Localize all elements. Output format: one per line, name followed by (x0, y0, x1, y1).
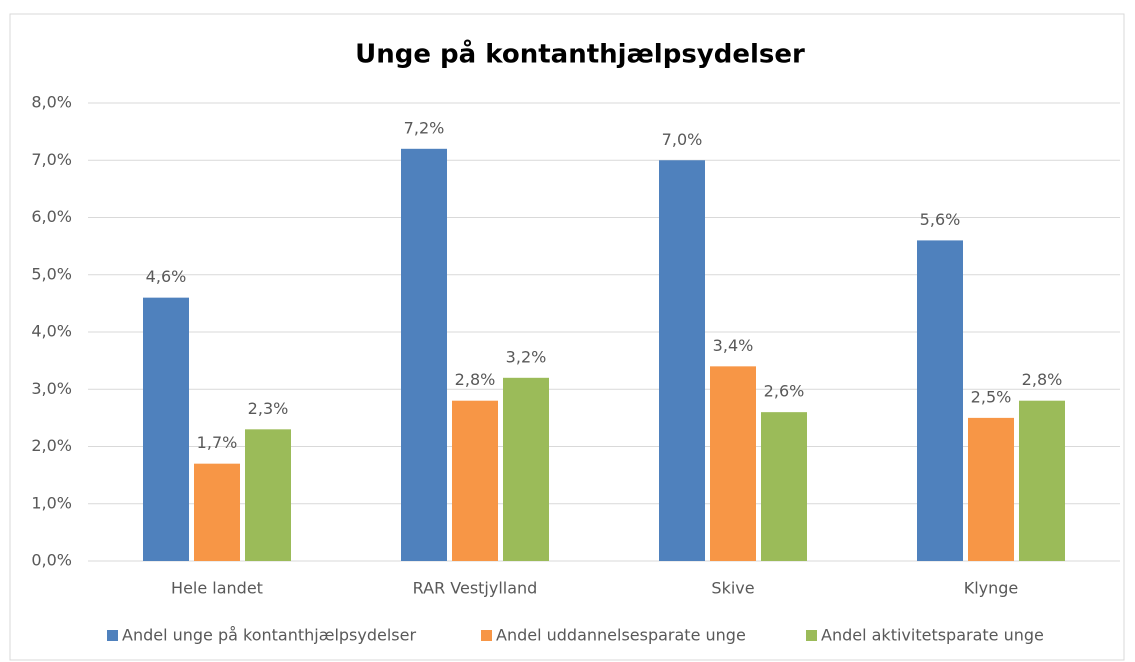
value-label: 2,5% (971, 387, 1012, 406)
chart-title: Unge på kontanthjælpsydelser (355, 38, 805, 70)
y-tick-label: 7,0% (31, 150, 72, 169)
value-label: 2,6% (764, 382, 805, 401)
value-label: 2,8% (455, 370, 496, 389)
bar (245, 429, 291, 561)
x-tick-label: Skive (711, 579, 754, 598)
bar (143, 297, 189, 561)
bar (1019, 400, 1065, 561)
legend-label: Andel aktivitetsparate unge (821, 626, 1044, 645)
bar (503, 377, 549, 561)
x-tick-label: Klynge (964, 579, 1019, 598)
legend-swatch (481, 630, 492, 641)
bar (194, 463, 240, 561)
legend-label: Andel unge på kontanthjælpsydelser (122, 626, 416, 645)
bar (710, 366, 756, 561)
bar (761, 412, 807, 561)
value-label: 5,6% (920, 210, 961, 229)
value-label: 2,3% (248, 399, 289, 418)
y-tick-label: 5,0% (31, 264, 72, 283)
y-tick-label: 0,0% (31, 551, 72, 570)
value-label: 3,2% (506, 347, 547, 366)
legend-swatch (806, 630, 817, 641)
value-label: 7,2% (404, 118, 445, 137)
value-label: 2,8% (1022, 370, 1063, 389)
x-tick-label: Hele landet (171, 579, 263, 598)
legend-label: Andel uddannelsesparate unge (496, 626, 746, 645)
y-tick-label: 4,0% (31, 322, 72, 341)
value-label: 4,6% (146, 267, 187, 286)
x-tick-label: RAR Vestjylland (413, 579, 538, 598)
y-tick-label: 6,0% (31, 207, 72, 226)
y-tick-label: 2,0% (31, 436, 72, 455)
y-tick-label: 3,0% (31, 379, 72, 398)
bar (917, 240, 963, 561)
bar (659, 160, 705, 561)
legend-swatch (107, 630, 118, 641)
value-label: 3,4% (713, 336, 754, 355)
y-tick-label: 8,0% (31, 93, 72, 112)
bar (452, 400, 498, 561)
bar (968, 417, 1014, 561)
y-tick-label: 1,0% (31, 493, 72, 512)
value-label: 7,0% (662, 130, 703, 149)
bar (401, 148, 447, 562)
value-label: 1,7% (197, 433, 238, 452)
